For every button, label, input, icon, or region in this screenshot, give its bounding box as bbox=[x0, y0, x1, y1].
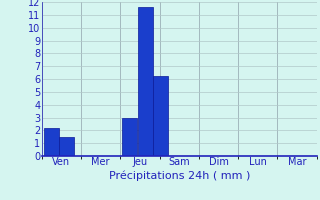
Bar bbox=[59, 137, 74, 156]
X-axis label: Précipitations 24h ( mm ): Précipitations 24h ( mm ) bbox=[108, 170, 250, 181]
Bar bbox=[153, 76, 168, 156]
Bar bbox=[44, 128, 59, 156]
Bar bbox=[138, 7, 153, 156]
Bar bbox=[122, 117, 137, 156]
